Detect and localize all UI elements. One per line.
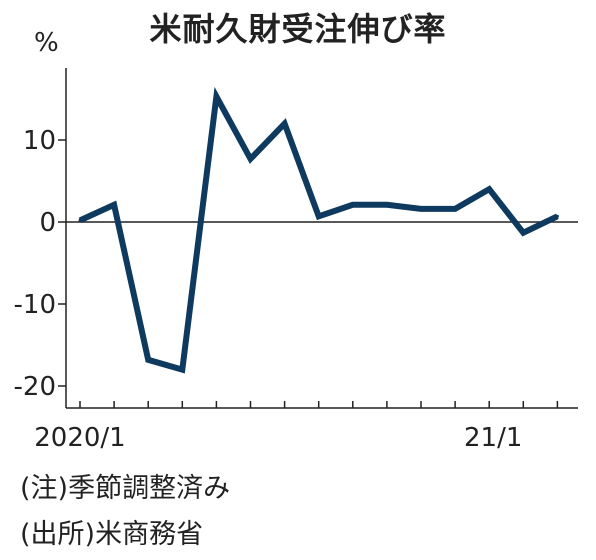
data-point: [521, 231, 525, 235]
data-point: [146, 358, 150, 362]
data-point: [317, 214, 321, 218]
y-tick-label: 0: [39, 208, 56, 238]
data-point: [78, 218, 82, 222]
axes: [65, 68, 578, 409]
y-axis-unit: %: [34, 28, 59, 58]
note-adjustment: (注)季節調整済み: [20, 473, 231, 504]
y-tick-label: 10: [23, 126, 56, 156]
data-point: [283, 122, 287, 126]
line-chart: 10 0 -10 -20 2020/1 21/1: [14, 68, 578, 453]
data-point: [555, 214, 559, 218]
x-tick-label: 2020/1: [34, 423, 125, 453]
data-point: [112, 203, 116, 207]
ticks: [58, 139, 559, 408]
data-point: [180, 368, 184, 372]
data-point: [453, 207, 457, 211]
tick-labels: 10 0 -10 -20 2020/1 21/1: [14, 126, 523, 453]
data-point: [214, 95, 218, 99]
data-point: [249, 157, 252, 161]
series: [78, 86, 559, 374]
data-point: [385, 203, 389, 207]
y-tick-label: -10: [14, 290, 56, 320]
data-point: [419, 207, 423, 211]
data-point: [351, 203, 355, 207]
chart-title: 米耐久財受注伸び率: [149, 10, 447, 48]
x-tick-label: 21/1: [464, 423, 522, 453]
data-point: [487, 187, 491, 191]
y-tick-label: -20: [14, 372, 56, 402]
note-source: (出所)米商務省: [20, 519, 204, 550]
series-line: [78, 86, 559, 374]
